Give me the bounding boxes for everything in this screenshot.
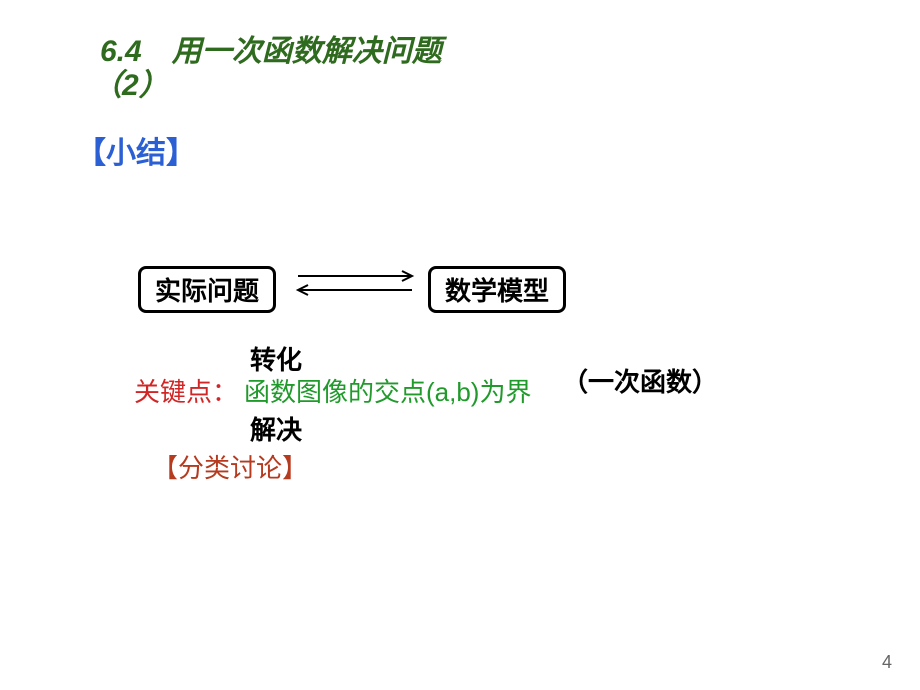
page-number: 4 [882, 652, 892, 673]
box-math-model: 数学模型 [428, 266, 566, 313]
slide-title-line2: （2） [92, 60, 169, 104]
bidirectional-arrows [290, 268, 420, 298]
keypoint-label: 关键点： [134, 372, 238, 409]
keypoint-text: 函数图像的交点(a,b)为界 [244, 372, 531, 409]
classify-discussion: 【分类讨论】 [152, 448, 308, 485]
label-solve: 解决 [250, 410, 302, 447]
box-real-problem: 实际问题 [138, 266, 276, 313]
summary-heading: 【小结】 [76, 128, 196, 172]
linear-function-label: （一次函数） [562, 362, 718, 399]
